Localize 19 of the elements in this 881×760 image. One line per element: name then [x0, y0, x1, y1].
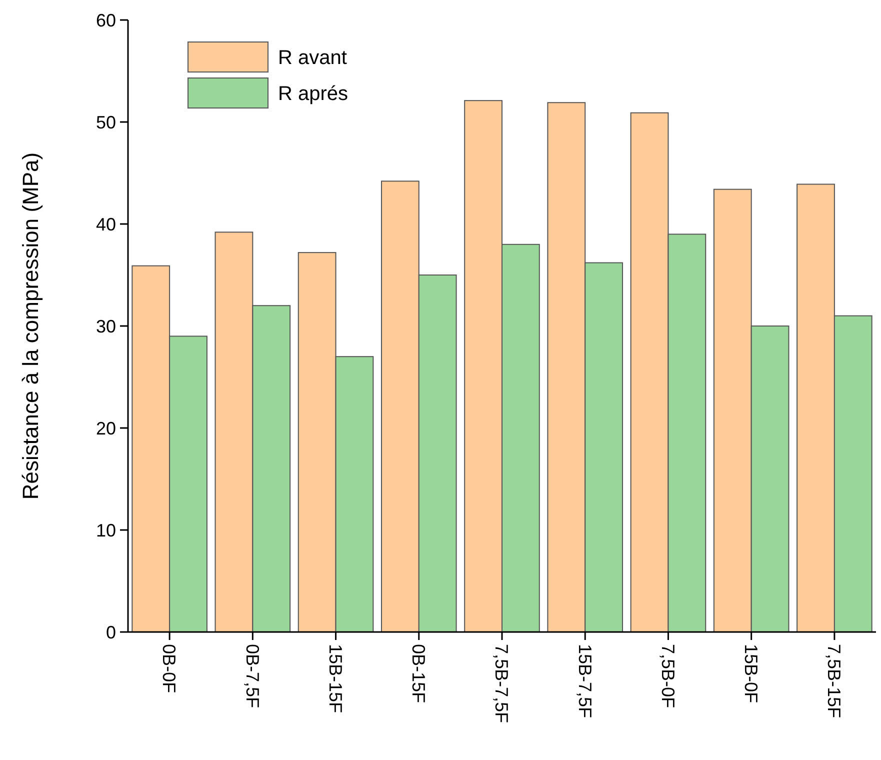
y-tick-label: 20 [96, 418, 116, 438]
x-tick-label: 0B-15F [408, 644, 429, 704]
x-tick-label: 7,5B-15F [824, 644, 844, 718]
x-tick-label: 15B-15F [325, 644, 346, 714]
x-tick-label: 15B-7,5F [574, 644, 595, 718]
x-tick-label: 7,5B-0F [658, 644, 678, 708]
y-tick-label: 0 [106, 622, 116, 642]
legend-label: R aprés [278, 83, 348, 105]
y-tick-label: 60 [96, 10, 116, 30]
x-tick-label: 0B-0F [159, 644, 180, 694]
legend-label: R avant [278, 47, 348, 69]
y-axis-title: Résistance à la compression (MPa) [18, 152, 43, 500]
y-tick-label: 30 [96, 316, 116, 336]
y-tick-label: 10 [96, 520, 116, 540]
x-tick-label: 7,5B-7,5F [492, 644, 512, 724]
y-tick-label: 40 [96, 214, 116, 234]
y-tick-label: 50 [96, 112, 116, 132]
x-tick-label: 0B-7,5F [242, 644, 262, 708]
x-tick-label: 15B-0F [741, 644, 762, 704]
